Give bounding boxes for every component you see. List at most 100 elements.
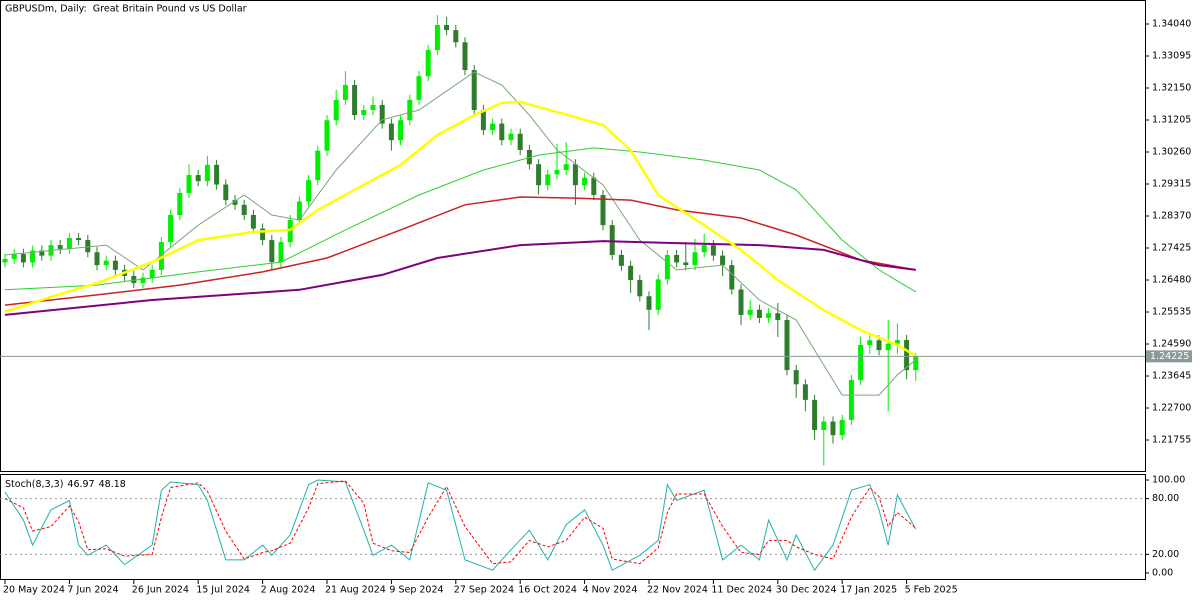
- candle-body: [66, 238, 72, 249]
- x-tick-label: 26 Jun 2024: [132, 585, 189, 596]
- candle-body: [20, 253, 26, 263]
- candle-body: [885, 343, 891, 351]
- stoch-pane-frame: [0, 474, 1146, 580]
- candle-body: [11, 253, 17, 260]
- candle-body: [876, 340, 882, 351]
- candle-body: [628, 265, 634, 281]
- candle-body: [618, 254, 624, 266]
- candle-body: [480, 110, 486, 131]
- candle-body: [223, 184, 229, 201]
- candle-body: [710, 245, 716, 256]
- candle-body: [444, 25, 450, 31]
- candle-body: [839, 419, 845, 436]
- candle-body: [747, 309, 753, 315]
- candle-body: [471, 70, 477, 111]
- y-tick-label: 1.30260: [1152, 147, 1191, 158]
- candle-body: [333, 99, 339, 121]
- candle-body: [407, 99, 413, 121]
- candle-body: [352, 84, 358, 116]
- candle-body: [508, 133, 514, 141]
- x-tick-label: 21 Aug 2024: [325, 585, 386, 596]
- y-tick-label: 1.31205: [1152, 115, 1191, 126]
- candle-body: [867, 340, 873, 346]
- y-tick-label: 1.28370: [1152, 211, 1191, 222]
- candle-body: [517, 133, 523, 150]
- candle-body: [39, 250, 45, 256]
- stoch-line: [4, 480, 917, 565]
- x-tick-label: 22 Nov 2024: [647, 585, 708, 596]
- candle-body: [214, 164, 220, 185]
- candle-body: [729, 265, 735, 290]
- candle-body: [379, 104, 385, 124]
- y-tick-label: 1.23645: [1152, 371, 1191, 382]
- candle-body: [664, 254, 670, 280]
- y-tick-label: 1.29315: [1152, 179, 1191, 190]
- candle-body: [149, 269, 155, 278]
- candle-body: [453, 30, 459, 43]
- x-tick-label: 17 Jan 2025: [840, 585, 897, 596]
- candle-body: [830, 421, 836, 436]
- candle-body: [177, 192, 183, 215]
- indicator-header-part: 48.18: [99, 479, 126, 490]
- candle-body: [85, 240, 91, 253]
- current-price-label: 1.24225: [1150, 351, 1189, 362]
- x-tick-label: 2 Aug 2024: [261, 585, 316, 596]
- x-tick-label: 15 Jul 2024: [196, 585, 250, 596]
- candle-body: [94, 252, 100, 266]
- candle-body: [76, 238, 82, 241]
- candle-body: [434, 25, 440, 51]
- y-tick-label: 0.00: [1152, 567, 1173, 578]
- candle-body: [342, 84, 348, 100]
- candle-body: [416, 76, 422, 100]
- candle-body: [655, 279, 661, 310]
- candle-body: [398, 120, 404, 141]
- y-tick-label: 1.33095: [1152, 51, 1191, 62]
- moving-average: [4, 147, 917, 293]
- candle-body: [490, 123, 496, 131]
- candle-body: [848, 379, 854, 420]
- candle-body: [306, 180, 312, 202]
- y-tick-label: 80.00: [1152, 493, 1179, 504]
- stoch-line: [4, 479, 917, 572]
- candle-body: [158, 242, 164, 270]
- candle-body: [646, 296, 652, 310]
- candle-body: [904, 339, 910, 371]
- candle-body: [324, 120, 330, 151]
- candle-body: [563, 164, 569, 170]
- candle-body: [140, 277, 146, 284]
- y-tick-label: 1.34040: [1152, 19, 1191, 30]
- candle-body: [701, 245, 707, 253]
- candle-body: [600, 195, 606, 226]
- candle-body: [30, 250, 36, 263]
- x-tick-label: 9 Sep 2024: [389, 585, 443, 596]
- candle-body: [103, 260, 109, 266]
- y-tick-label: 1.25535: [1152, 307, 1191, 318]
- candle-body: [296, 201, 302, 221]
- candle-body: [260, 228, 266, 241]
- candle-body: [278, 242, 284, 263]
- candle-body: [241, 204, 247, 215]
- candle-body: [57, 245, 63, 249]
- candle-body: [168, 214, 174, 243]
- x-tick-label: 5 Feb 2025: [905, 585, 958, 596]
- price-pane-frame: [0, 0, 1146, 472]
- candle-body: [766, 313, 772, 318]
- x-tick-label: 27 Sep 2024: [454, 585, 514, 596]
- y-tick-label: 1.22700: [1152, 403, 1191, 414]
- candle-body: [425, 50, 431, 77]
- candle-body: [370, 104, 376, 111]
- x-tick-label: 11 Dec 2024: [711, 585, 772, 596]
- candle-body: [572, 164, 578, 186]
- indicator-header-part: Stoch(8,3,3): [5, 479, 63, 490]
- candle-body: [793, 370, 799, 385]
- candle-body: [637, 280, 643, 297]
- candle-body: [554, 169, 560, 175]
- chart-title: GBPUSDm, Daily: Great Britain Pound vs U…: [5, 4, 247, 15]
- indicator-header-part: 46.97: [67, 479, 94, 490]
- candle-body: [269, 240, 275, 263]
- candle-body: [232, 200, 238, 205]
- candle-body: [775, 313, 781, 320]
- candle-body: [131, 275, 137, 284]
- x-tick-label: 7 Jun 2024: [67, 585, 118, 596]
